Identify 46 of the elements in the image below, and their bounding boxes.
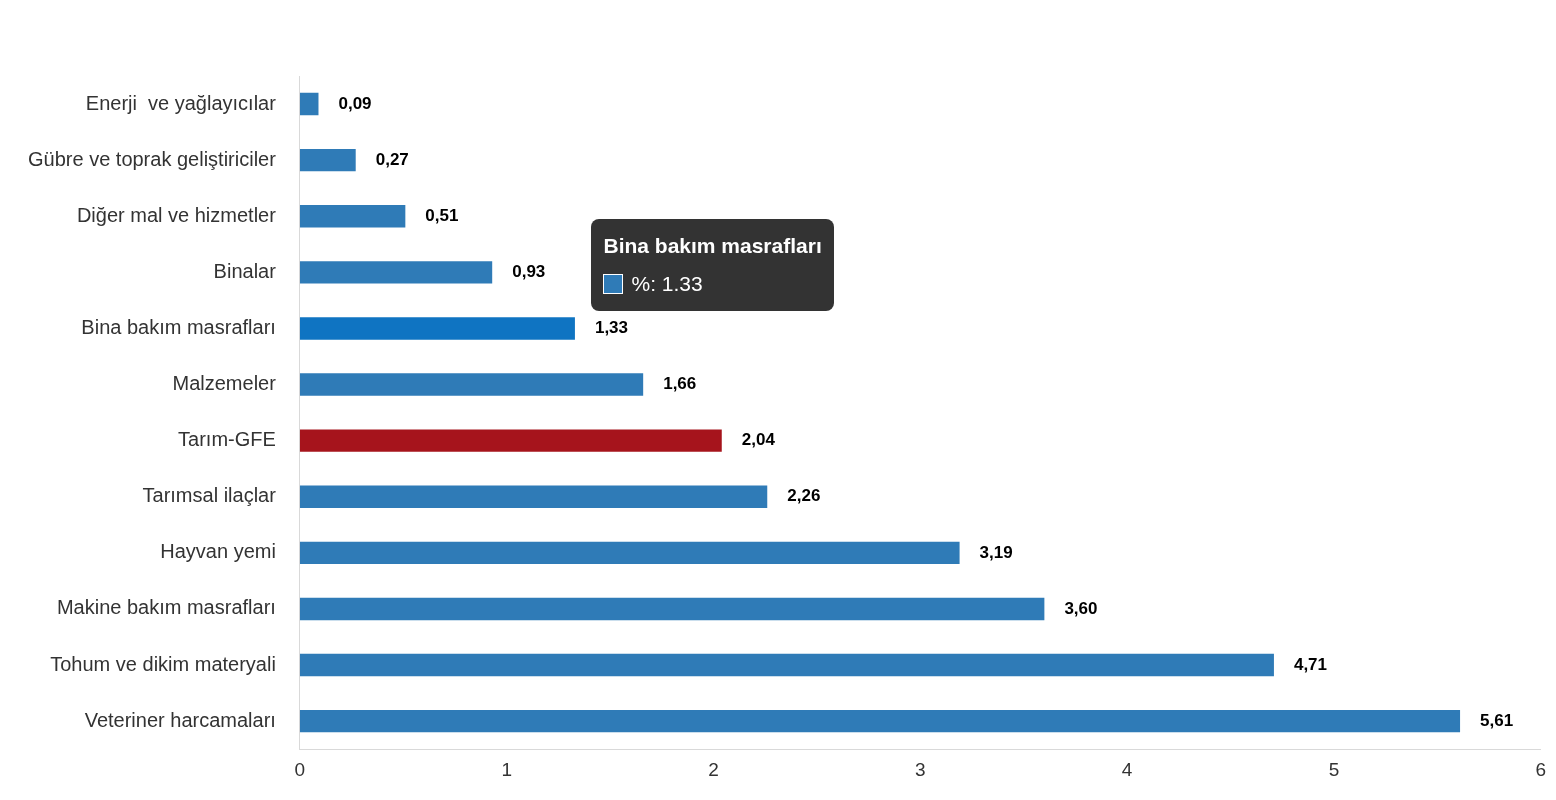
bar <box>299 205 406 228</box>
x-tick-label: 4 <box>1121 758 1133 780</box>
annotation: Bina bakım masrafları <box>603 233 822 260</box>
data-label: 0,09 <box>338 93 372 113</box>
data-label: 4,71 <box>1293 654 1328 674</box>
bar <box>299 148 356 172</box>
x-tick-label: 0 <box>294 758 306 780</box>
bar <box>299 485 768 508</box>
x-tick-label: 6 <box>1535 758 1547 780</box>
data-label: 1,66 <box>663 374 697 394</box>
bar <box>299 261 493 284</box>
annotation: %: 1.33 <box>630 271 704 298</box>
data-label: 3,19 <box>979 542 1013 562</box>
data-label: 2,04 <box>741 430 776 450</box>
bar <box>299 541 960 565</box>
bar <box>299 92 319 116</box>
y-tick-label: Tarımsal ilaçlar <box>142 484 277 507</box>
bar <box>299 429 722 452</box>
y-tick-label: Gübre ve toprak geliştiriciler <box>28 147 277 170</box>
y-tick-label: Makine bakım masrafları <box>56 596 276 619</box>
bar <box>299 317 575 340</box>
y-tick-label: Binalar <box>213 259 277 282</box>
bar <box>299 373 644 396</box>
data-label: 3,60 <box>1064 598 1098 618</box>
data-label: 1,33 <box>594 318 629 338</box>
y-tick-label: Enerji ve yağlayıcılar <box>85 91 277 114</box>
y-tick-label: Tohum ve dikim materyali <box>50 652 276 675</box>
y-tick-label: Tarım-GFE <box>178 428 276 451</box>
x-tick-label: 3 <box>915 758 926 780</box>
tooltip: Bina bakım masrafları %: 1.33 <box>591 219 834 312</box>
y-tick-label: Bina bakım masrafları <box>81 315 276 338</box>
data-label: 0,51 <box>425 205 459 225</box>
bar <box>299 597 1045 621</box>
data-label: 2,26 <box>787 486 821 506</box>
bar <box>299 709 1461 733</box>
data-label: 5,61 <box>1480 710 1514 730</box>
data-label: 0,27 <box>375 149 409 169</box>
y-tick-label: Veteriner harcamaları <box>84 708 276 731</box>
x-tick-label: 1 <box>501 758 512 780</box>
bar <box>299 653 1274 677</box>
x-tick-label: 2 <box>708 758 719 780</box>
y-tick-label: Hayvan yemi <box>160 540 276 563</box>
data-label: 0,93 <box>512 262 546 282</box>
y-tick-label: Malzemeler <box>172 372 277 395</box>
x-tick-label: 5 <box>1328 758 1340 780</box>
y-tick-label: Diğer mal ve hizmetler <box>76 203 277 226</box>
